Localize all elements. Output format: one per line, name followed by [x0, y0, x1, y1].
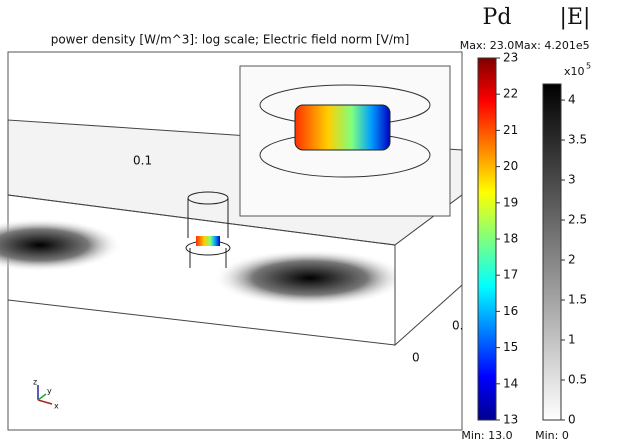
tick-label: 15	[503, 340, 518, 354]
tick-label: 2.5	[568, 213, 587, 227]
axis-triad	[37, 385, 53, 405]
tick-label: 2	[568, 253, 576, 267]
tick-label: 22	[503, 87, 518, 101]
tick-label: 16	[503, 304, 518, 318]
colorbar-min: Min: 13.0	[461, 429, 512, 442]
tick-label: 3	[568, 173, 576, 187]
tick-label: 1.5	[568, 293, 587, 307]
slab-edge	[7, 299, 396, 346]
colorbar-max: Max: 23.0	[460, 39, 514, 52]
colorbar-name: Pd	[483, 5, 512, 30]
tick-label: 0	[568, 413, 576, 427]
colorbar-max: Max: 4.201e5	[514, 39, 589, 52]
colorbar-name: |E|	[560, 5, 591, 30]
scene-label: 0.	[452, 319, 463, 333]
tick-label: 19	[503, 195, 518, 209]
triad-label: y	[47, 387, 52, 396]
triad-label: x	[54, 402, 59, 411]
scene-label: 0	[412, 351, 420, 365]
tick-label: 4	[568, 93, 576, 107]
tick-label: 23	[503, 51, 518, 65]
scene: 0.1 0. 0 z y x	[0, 51, 463, 431]
tick-label: 3.5	[568, 133, 587, 147]
tick-label: 18	[503, 232, 518, 246]
field-spot	[215, 250, 405, 306]
tick-label: 20	[503, 159, 518, 173]
antenna	[185, 191, 231, 268]
antenna-field	[196, 236, 220, 246]
inset-field	[294, 104, 391, 151]
tick-label: 1	[568, 333, 576, 347]
tick-label: 0.5	[568, 373, 587, 387]
exponent: 5	[586, 62, 591, 71]
tick-label: 21	[503, 123, 518, 137]
field-spot	[0, 219, 120, 271]
plot-title: power density [W/m^3]: log scale; Electr…	[51, 33, 410, 47]
triad-label: z	[33, 378, 37, 387]
scene-label: 0.1	[133, 154, 152, 168]
colorbar	[542, 83, 562, 421]
tick-label: 13	[503, 413, 518, 427]
multiplier: x10	[564, 65, 585, 78]
colorbar-min: Min: 0	[535, 429, 569, 442]
tick-label: 17	[503, 268, 518, 282]
tick-label: 14	[503, 376, 518, 390]
colorbar	[477, 57, 497, 421]
slab-edge	[7, 194, 396, 246]
